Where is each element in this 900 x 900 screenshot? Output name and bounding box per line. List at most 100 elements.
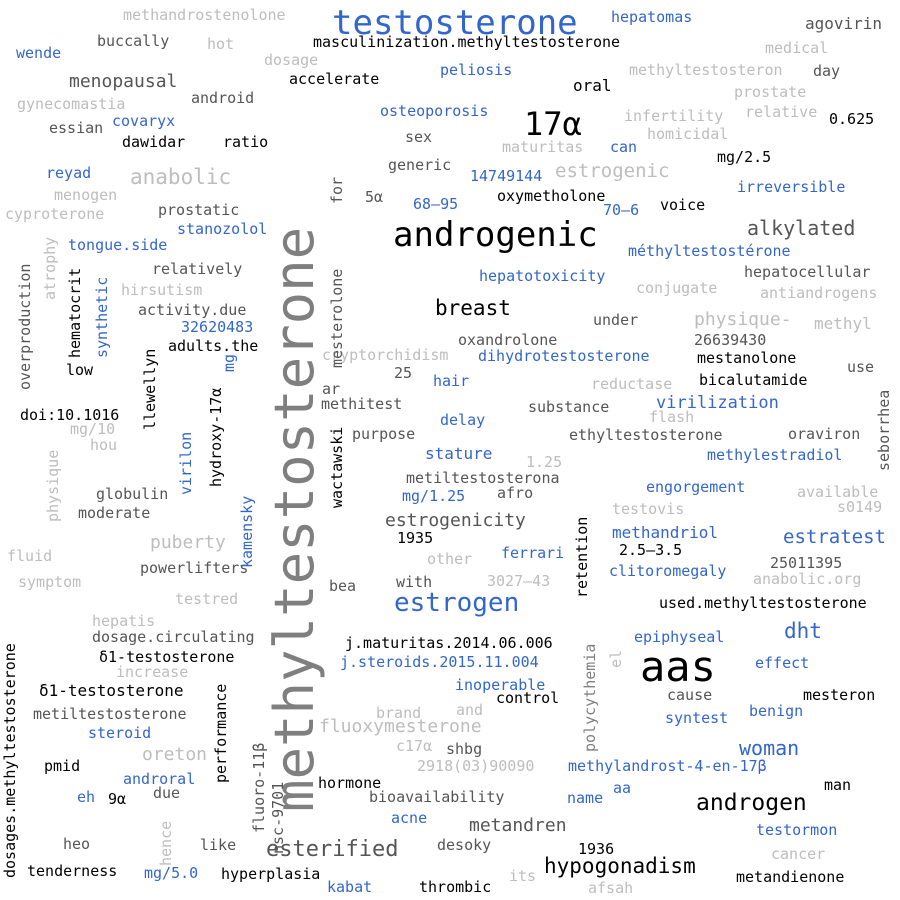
cloud-word: mg/2.5 bbox=[717, 148, 772, 166]
cloud-word: generic bbox=[388, 156, 452, 174]
cloud-word: essian bbox=[49, 119, 104, 137]
cloud-word: testovis bbox=[612, 500, 685, 518]
cloud-word: breast bbox=[435, 296, 511, 320]
cloud-word: ratio bbox=[223, 133, 269, 151]
cloud-word: 17α bbox=[524, 105, 582, 143]
cloud-word: can bbox=[610, 138, 638, 156]
cloud-word: prostatic bbox=[158, 201, 240, 219]
cloud-word: overproduction bbox=[16, 263, 34, 390]
cloud-word: estrogenic bbox=[555, 160, 670, 182]
cloud-word: low bbox=[66, 361, 94, 379]
cloud-word: aa bbox=[613, 779, 632, 797]
cloud-word: δ1-testosterone bbox=[39, 681, 184, 700]
cloud-word: androral bbox=[123, 770, 196, 788]
cloud-word: llewellyn bbox=[141, 348, 159, 430]
cloud-word: synthetic bbox=[93, 276, 111, 358]
cloud-word: hypogonadism bbox=[544, 854, 696, 878]
cloud-word: oreton bbox=[142, 744, 208, 765]
cloud-word: conjugate bbox=[636, 279, 718, 297]
cloud-word: clitoromegaly bbox=[609, 562, 727, 580]
cloud-word: reductase bbox=[591, 375, 673, 393]
cloud-word: hormone bbox=[318, 774, 382, 792]
cloud-word: purpose bbox=[352, 425, 416, 443]
cloud-word: control bbox=[496, 689, 560, 707]
cloud-word: powerlifters bbox=[140, 559, 249, 577]
cloud-word: hydroxy-17α bbox=[207, 387, 225, 487]
cloud-word: man bbox=[824, 776, 852, 794]
cloud-word: physique bbox=[44, 449, 62, 522]
cloud-word: wactawski bbox=[328, 426, 346, 508]
cloud-word: 5α bbox=[365, 188, 384, 206]
cloud-word: for bbox=[328, 176, 346, 204]
cloud-word: virilization bbox=[656, 393, 779, 413]
cloud-word: osteoporosis bbox=[380, 102, 489, 120]
cloud-word: masculinization.methyltestosterone bbox=[313, 33, 621, 51]
cloud-word: doi:10.1016 bbox=[20, 406, 120, 424]
cloud-word: retention bbox=[573, 516, 591, 598]
cloud-word: peliosis bbox=[440, 61, 513, 79]
cloud-word: fluoxymesterone bbox=[319, 716, 482, 737]
cloud-word: thrombic bbox=[419, 878, 492, 896]
cloud-word: 9α bbox=[108, 790, 127, 808]
cloud-word: wende bbox=[16, 44, 62, 62]
cloud-word: 2918(03)90090 bbox=[417, 757, 535, 775]
cloud-word: menogen bbox=[54, 186, 118, 204]
cloud-word: stature bbox=[425, 444, 493, 463]
cloud-word: mg/1.25 bbox=[402, 487, 466, 505]
cloud-word: oxandrolone bbox=[458, 331, 558, 349]
cloud-word: irreversible bbox=[737, 178, 846, 196]
cloud-word: hou bbox=[90, 436, 118, 454]
cloud-word: methyltestosterone bbox=[263, 226, 326, 812]
cloud-word: kamensky bbox=[238, 495, 256, 568]
cloud-word: estratest bbox=[783, 526, 886, 548]
cloud-word: 25011395 bbox=[770, 554, 843, 572]
cloud-word: mg/10 bbox=[70, 420, 116, 438]
cloud-word: android bbox=[191, 89, 255, 107]
cloud-word: prostate bbox=[734, 83, 807, 101]
cloud-word: moderate bbox=[78, 504, 151, 522]
cloud-word: 1936 bbox=[578, 840, 615, 858]
cloud-word: 32620483 bbox=[181, 318, 254, 336]
cloud-word: mestanolone bbox=[697, 349, 797, 367]
cloud-word: buccally bbox=[97, 32, 170, 50]
cloud-word: increase bbox=[116, 663, 189, 681]
cloud-word: methyltestosteron bbox=[629, 61, 783, 79]
cloud-word: cryptorchidism bbox=[322, 346, 449, 364]
cloud-word: with bbox=[396, 573, 433, 591]
cloud-word: tongue.side bbox=[68, 236, 168, 254]
cloud-word: methyl bbox=[814, 314, 872, 333]
cloud-word: antiandrogens bbox=[760, 284, 878, 302]
cloud-word: bioavailability bbox=[369, 788, 505, 806]
cloud-word: 0.625 bbox=[829, 110, 875, 128]
cloud-word: aas bbox=[640, 642, 716, 691]
cloud-word: cause bbox=[667, 686, 713, 704]
cloud-word: homicidal bbox=[647, 125, 729, 143]
cloud-word: methandriol bbox=[612, 523, 718, 542]
cloud-word: voice bbox=[660, 196, 706, 214]
cloud-word: cancer bbox=[771, 845, 826, 863]
cloud-word: bicalutamide bbox=[699, 371, 808, 389]
cloud-word: metandienone bbox=[736, 868, 845, 886]
cloud-word: substance bbox=[528, 398, 610, 416]
cloud-word: hence bbox=[157, 820, 175, 866]
cloud-word: esterified bbox=[266, 837, 399, 862]
cloud-word: estrogenicity bbox=[385, 510, 526, 531]
cloud-word: oral bbox=[573, 76, 612, 95]
cloud-word: infertility bbox=[624, 107, 724, 125]
cloud-word: performance bbox=[212, 683, 230, 783]
cloud-word: use bbox=[847, 358, 875, 376]
cloud-word: s0149 bbox=[837, 498, 883, 516]
cloud-word: engorgement bbox=[646, 478, 746, 496]
cloud-word: dosage.circulating bbox=[92, 628, 255, 646]
cloud-word: effect bbox=[755, 654, 810, 672]
cloud-word: reyad bbox=[46, 164, 92, 182]
cloud-word: benign bbox=[749, 702, 804, 720]
cloud-word: anabolic bbox=[130, 165, 232, 189]
cloud-word: 26639430 bbox=[694, 331, 767, 349]
cloud-word: 70–6 bbox=[603, 201, 640, 219]
cloud-word: heo bbox=[63, 835, 91, 853]
cloud-word: stanozolol bbox=[177, 220, 268, 238]
cloud-word: hyperplasia bbox=[221, 865, 321, 883]
cloud-word: hepatomas bbox=[611, 8, 693, 26]
